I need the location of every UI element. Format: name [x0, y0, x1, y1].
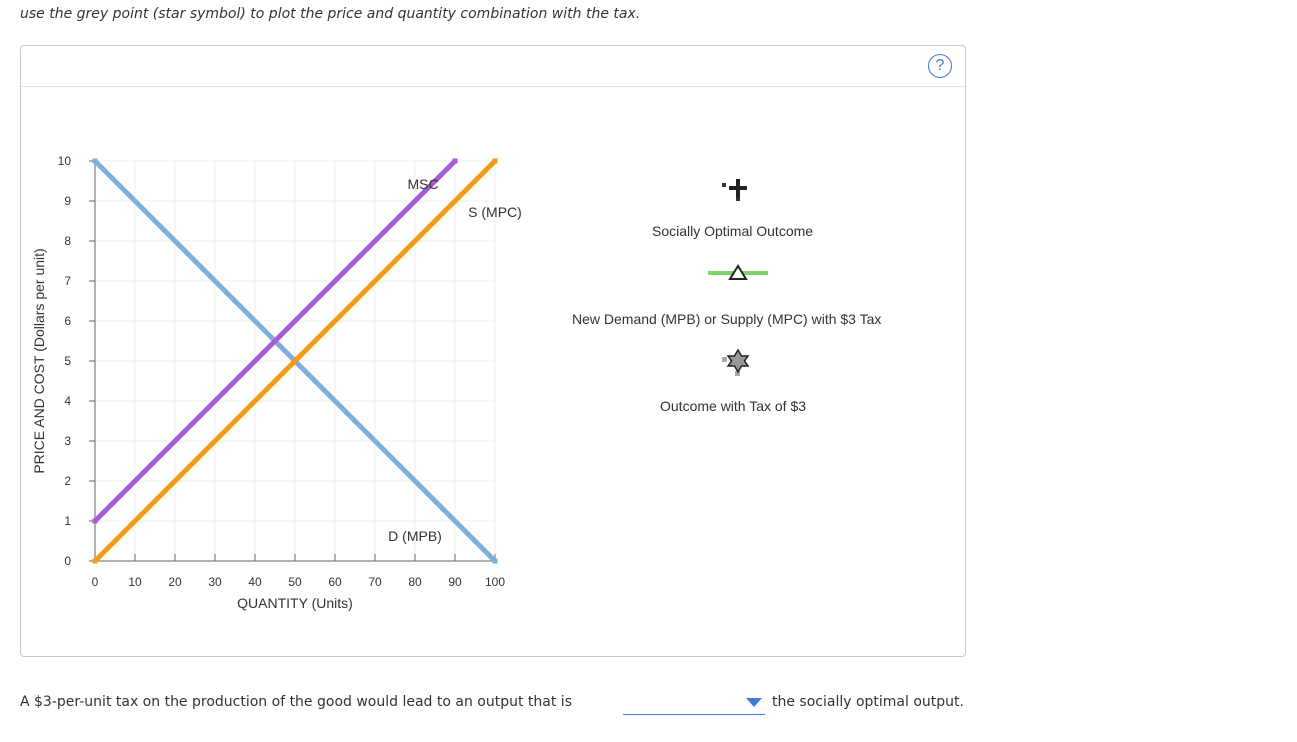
tax-outcome-label: Outcome with Tax of $3: [660, 398, 807, 414]
x-tick-label: 90: [448, 575, 462, 589]
y-tick-label: 9: [64, 194, 71, 208]
socially-optimal-label: Socially Optimal Outcome: [652, 223, 814, 239]
curve-label: S (MPC): [468, 204, 522, 220]
chart-ticks: 0 10 20 30 40 50 60 70 80 90 100 0 1 2 3 4 5 6 7 8 9 10: [58, 154, 506, 589]
y-tick-label: 8: [64, 234, 71, 248]
x-tick-label: 70: [368, 575, 382, 589]
chart-annotations: MSC S (MPC) D (MPB): [388, 176, 522, 544]
y-tick-label: 7: [64, 274, 71, 288]
x-axis-label: QUANTITY (Units): [237, 595, 353, 611]
help-icon[interactable]: ?: [928, 54, 952, 78]
y-tick-label: 10: [58, 154, 72, 168]
curve-endpoint: [92, 558, 98, 564]
y-tick-label: 0: [64, 554, 71, 568]
x-tick-label: 0: [92, 575, 99, 589]
socially-optimal-tool-icon[interactable]: [722, 179, 747, 201]
y-tick-label: 2: [64, 474, 71, 488]
series-line-s-mpc: [93, 159, 497, 563]
x-tick-label: 20: [168, 575, 182, 589]
chart-series: [92, 158, 498, 564]
curve-endpoint: [452, 158, 458, 164]
y-tick-label: 3: [64, 434, 71, 448]
instruction-text: use the grey point (star symbol) to plot…: [20, 6, 641, 22]
x-tick-label: 50: [288, 575, 302, 589]
chevron-down-icon: [746, 698, 762, 707]
curve-endpoint: [92, 158, 98, 164]
output-comparison-dropdown[interactable]: [623, 692, 765, 715]
x-tick-label: 100: [485, 575, 505, 589]
y-axis-label: PRICE AND COST (Dollars per unit): [31, 248, 47, 473]
curve-endpoint: [92, 518, 98, 524]
y-tick-label: 4: [64, 394, 71, 408]
question-suffix: the socially optimal output.: [772, 694, 964, 710]
x-tick-label: 10: [128, 575, 142, 589]
series-line-msc: [93, 159, 457, 523]
x-tick-label: 40: [248, 575, 262, 589]
new-curve-label: New Demand (MPB) or Supply (MPC) with $3…: [572, 311, 882, 327]
question-prefix: A $3-per-unit tax on the production of t…: [20, 694, 572, 710]
curve-endpoint: [492, 158, 498, 164]
curve-endpoint: [492, 558, 498, 564]
y-tick-label: 5: [64, 354, 71, 368]
y-tick-label: 1: [64, 514, 71, 528]
panel-header: ?: [21, 46, 965, 87]
graph-panel: ?: [20, 45, 966, 657]
tax-outcome-star-icon[interactable]: [722, 348, 750, 376]
x-tick-label: 80: [408, 575, 422, 589]
x-tick-label: 30: [208, 575, 222, 589]
curve-label: D (MPB): [388, 528, 442, 544]
x-tick-label: 60: [328, 575, 342, 589]
y-tick-label: 6: [64, 314, 71, 328]
new-curve-tool-icon[interactable]: [708, 264, 768, 280]
curve-label: MSC: [407, 176, 438, 192]
